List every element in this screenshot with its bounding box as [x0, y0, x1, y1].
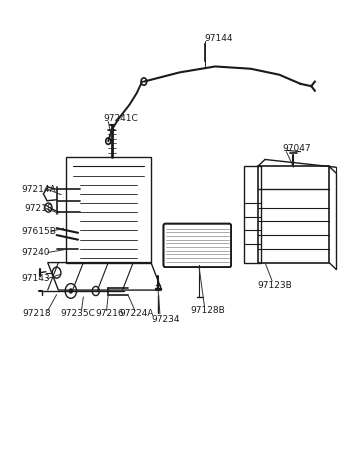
Text: 97241C: 97241C: [103, 114, 137, 123]
Text: 97224A: 97224A: [119, 309, 153, 319]
Text: 97218: 97218: [24, 204, 53, 213]
Circle shape: [69, 288, 73, 294]
Text: 97047: 97047: [283, 143, 311, 153]
Text: 97235C: 97235C: [60, 309, 95, 319]
Text: 97214A: 97214A: [21, 185, 56, 194]
Text: 97143: 97143: [21, 274, 50, 283]
Text: 97216: 97216: [96, 309, 125, 319]
Text: 97240: 97240: [21, 248, 50, 257]
Text: 97123B: 97123B: [258, 281, 293, 290]
Text: 97218: 97218: [23, 309, 51, 319]
Text: 97128B: 97128B: [190, 306, 225, 315]
Text: 97234: 97234: [151, 315, 180, 325]
Text: 97144: 97144: [204, 34, 233, 42]
Text: 97615B: 97615B: [21, 227, 56, 236]
